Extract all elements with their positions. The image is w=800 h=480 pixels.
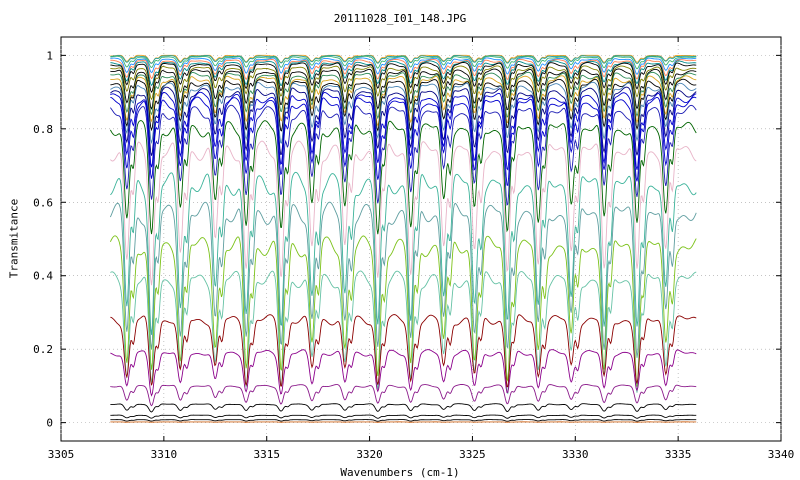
series-line xyxy=(110,403,697,413)
chart-title: 20111028_I01_148.JPG xyxy=(333,12,467,25)
series-line xyxy=(109,201,697,358)
series-line xyxy=(110,81,697,145)
series-line xyxy=(110,140,697,286)
series-line xyxy=(110,71,697,120)
series-line xyxy=(110,349,697,397)
series-line xyxy=(110,58,697,80)
series-line xyxy=(110,86,697,156)
series-line xyxy=(110,270,697,395)
series-line xyxy=(110,60,697,87)
y-tick-label: 0.6 xyxy=(33,196,53,209)
plot-frame xyxy=(60,36,782,442)
x-tick-label: 3310 xyxy=(151,448,178,461)
x-tick-label: 3320 xyxy=(356,448,383,461)
x-tick-label: 3325 xyxy=(459,448,486,461)
series-line xyxy=(110,78,697,132)
y-tick-label: 0.8 xyxy=(33,123,53,136)
y-tick-label: 0.4 xyxy=(33,270,53,283)
x-tick-label: 3305 xyxy=(48,448,75,461)
series-line xyxy=(110,419,697,422)
series-line xyxy=(110,55,697,70)
y-tick-label: 1 xyxy=(46,49,53,62)
series-line xyxy=(109,235,697,387)
x-tick-label: 3330 xyxy=(562,448,589,461)
series-line xyxy=(110,384,697,407)
y-tick-label: 0.2 xyxy=(33,343,53,356)
series-line xyxy=(110,65,697,101)
series-line xyxy=(110,314,697,388)
y-axis-label: Transmitance xyxy=(7,198,21,279)
series-line xyxy=(110,62,697,93)
x-tick-label: 3315 xyxy=(253,448,280,461)
series-line xyxy=(109,120,697,235)
series-line xyxy=(110,68,697,111)
x-axis-label: Wavenumbers (cm-1) xyxy=(340,466,460,479)
y-tick-label: 0 xyxy=(46,417,53,430)
series-line xyxy=(110,57,697,75)
x-tick-label: 3335 xyxy=(665,448,692,461)
series-line xyxy=(110,414,697,419)
series-line xyxy=(110,96,697,186)
series-line xyxy=(110,55,697,64)
series-line xyxy=(110,171,697,335)
series-line xyxy=(110,91,697,171)
x-tick-label: 3340 xyxy=(768,448,795,461)
series-line xyxy=(110,104,697,206)
series-line xyxy=(110,75,697,127)
